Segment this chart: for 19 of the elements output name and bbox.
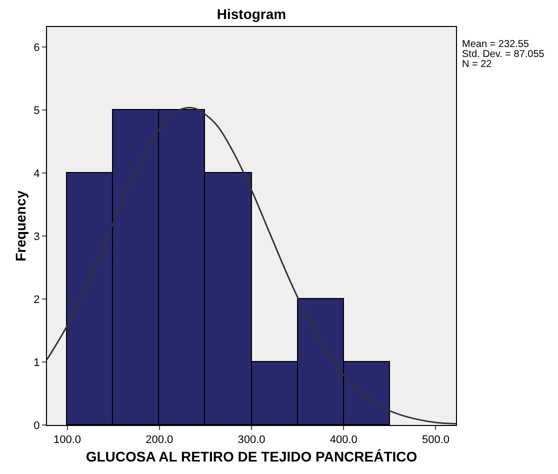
y-tick-label: 2	[34, 294, 40, 306]
x-tick-label: 200.0	[146, 434, 174, 446]
text: N = 22	[462, 59, 492, 70]
x-tick-label: 100.0	[54, 434, 82, 446]
chart-title: Histogram	[216, 6, 286, 22]
y-tick-label: 6	[34, 42, 40, 54]
x-tick-label: 400.0	[330, 434, 358, 446]
y-tick-label: 0	[34, 420, 40, 432]
y-tick-label: 1	[34, 356, 40, 369]
y-tick-label: 4	[34, 168, 40, 180]
x-tick-label: 300.0	[238, 434, 266, 446]
text: Mean = 232.55	[462, 39, 530, 50]
y-tick-label: 3	[34, 230, 40, 243]
y-tick-label: 5	[34, 104, 40, 117]
x-axis-title: GLUCOSA AL RETIRO DE TEJIDO PANCREÁTICO	[86, 448, 418, 464]
x-tick-label: 500.0	[422, 434, 450, 446]
line-series	[47, 106, 456, 424]
text: Std. Dev. = 87.055	[462, 49, 545, 60]
y-axis-title: Frequency	[12, 190, 28, 262]
